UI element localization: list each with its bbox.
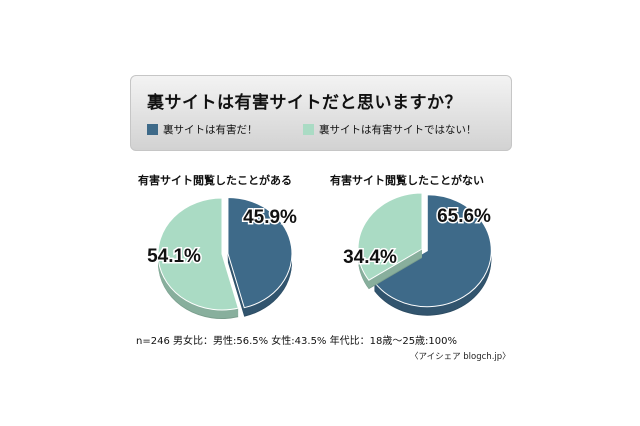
- survey-stats: n=246 男女比：男性:56.5% 女性:43.5% 年代比：18歳～25歳:…: [136, 336, 458, 347]
- page-title: 裏サイトは有害サイトだと思いますか？: [147, 93, 462, 113]
- legend-item-not-harmful: 裏サイトは有害サイトではない！: [303, 122, 477, 137]
- data-label-1-0: 65.6%: [437, 206, 491, 227]
- legend-swatch-harmful: [147, 124, 158, 135]
- pie-slice-1-1: [357, 192, 423, 281]
- legend-swatch-not-harmful: [303, 124, 314, 135]
- chart-title-not-viewed: 有害サイト閲覧したことがない: [330, 174, 484, 187]
- pie-slice-1-0: [373, 194, 492, 308]
- pie-slice-0-0: [227, 197, 293, 309]
- legend-item-harmful: 裏サイトは有害だ！: [147, 122, 258, 137]
- legend-label-not-harmful: 裏サイトは有害サイトではない！: [319, 124, 477, 136]
- data-label-0-0: 45.9%: [243, 207, 297, 228]
- legend-label-harmful: 裏サイトは有害だ！: [163, 124, 258, 136]
- data-label-1-1: 34.4%: [343, 247, 397, 268]
- data-label-0-1: 54.1%: [147, 246, 201, 267]
- source-credit: 〈アイシェア blogch.jp〉: [410, 352, 511, 362]
- chart-title-viewed: 有害サイト閲覧したことがある: [138, 174, 292, 187]
- title-panel: 裏サイトは有害サイトだと思いますか？ 裏サイトは有害だ！ 裏サイトは有害サイトで…: [130, 75, 512, 151]
- pie-slice-0-1: [157, 197, 239, 311]
